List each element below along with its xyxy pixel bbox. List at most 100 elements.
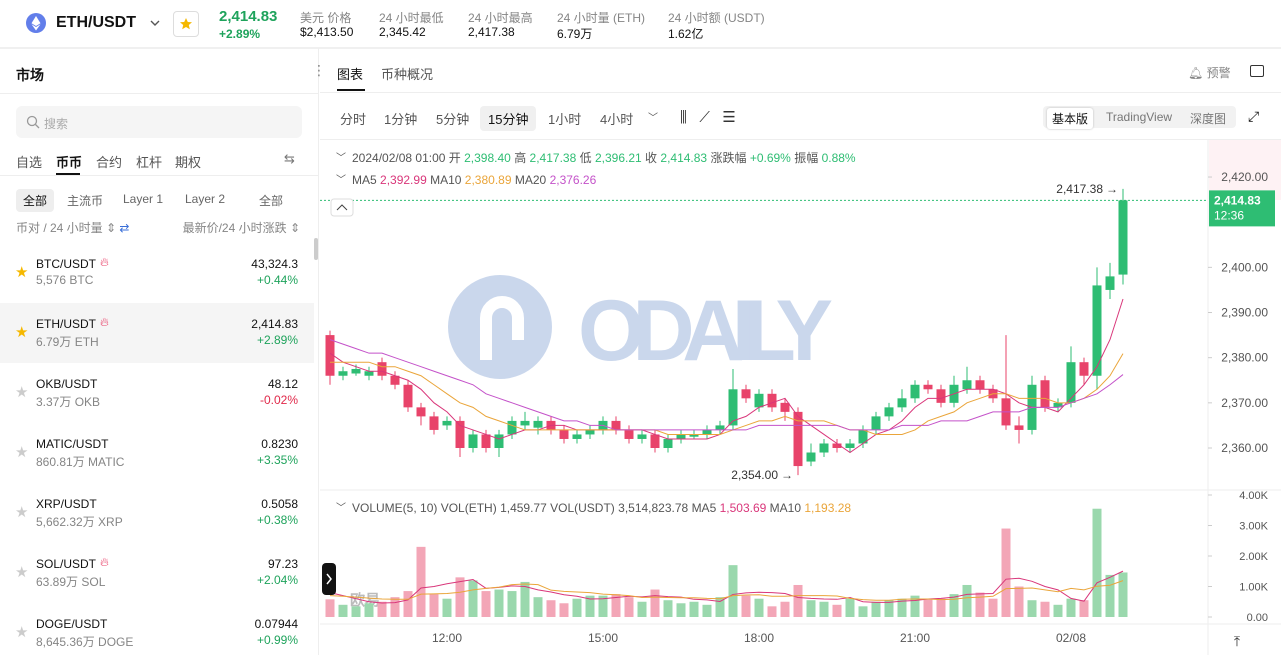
volume-bar <box>442 598 452 617</box>
market-row[interactable]: ★ SOL/USDT 🔥︎ 63.89万 SOL 97.23 +2.04% <box>0 543 314 603</box>
alert-label: 预警 <box>1206 66 1231 80</box>
last-price-label: 2,414.83 <box>1214 193 1261 207</box>
chart-type-icons[interactable]: ⫼ ⟋ ☰ <box>680 109 736 126</box>
filter-chip[interactable]: Layer 1 <box>123 192 164 206</box>
row-pair: BTC/USDT <box>36 257 96 271</box>
sort-right[interactable]: 最新价/24 小时涨跌 ⇕ <box>182 221 300 235</box>
volume-bar <box>637 601 647 617</box>
alert-button[interactable]: 🔔︎ 预警 <box>1188 66 1231 80</box>
volume-bar <box>559 603 569 617</box>
candle-body <box>468 434 478 448</box>
market-tab[interactable]: 期权 <box>175 155 202 170</box>
search-placeholder: 搜索 <box>44 117 69 131</box>
row-pair: DOGE/USDT <box>36 617 108 631</box>
volume-bar <box>988 598 998 617</box>
favorite-star[interactable]: ★ <box>15 324 29 341</box>
layout-icon[interactable] <box>1250 65 1264 77</box>
row-pair: MATIC/USDT <box>36 437 109 451</box>
search-box[interactable]: 搜索 <box>16 106 302 138</box>
market-tab[interactable]: 自选 <box>16 155 43 170</box>
volume-bar <box>546 600 556 617</box>
market-row[interactable]: ★ OKB/USDT 3.37万 OKB 48.12 -0.02% <box>0 363 314 423</box>
market-row[interactable]: ★ XRP/USDT 5,662.32万 XRP 0.5058 +0.38% <box>0 483 314 543</box>
interval-button[interactable]: 5分钟 <box>436 112 470 127</box>
candle-body <box>650 434 660 448</box>
favorite-star[interactable]: ★ <box>15 444 29 461</box>
fullscreen-icon[interactable]: ⤢ <box>1248 108 1260 124</box>
side-toggle <box>322 563 336 595</box>
interval-button[interactable]: 分时 <box>340 112 367 127</box>
chart-tab[interactable]: 币种概况 <box>381 67 434 82</box>
row-change: +3.35% <box>256 453 298 467</box>
volume-bar <box>338 604 348 617</box>
favorite-star[interactable]: ★ <box>15 264 29 281</box>
filter-chip[interactable]: 全部 <box>259 194 284 208</box>
candle-body <box>702 429 712 435</box>
row-change: -0.02% <box>259 393 298 407</box>
candle-body <box>1066 362 1076 403</box>
stat-label: 美元 价格 <box>300 11 352 25</box>
chart-tab[interactable]: 图表 <box>337 67 364 82</box>
vol-label: VOL(ETH) <box>441 501 497 515</box>
collapse-icon <box>336 204 348 211</box>
view-button[interactable]: 深度图 <box>1190 112 1227 126</box>
candle-body <box>585 429 595 435</box>
countdown-label: 12:36 <box>1214 208 1244 222</box>
view-button[interactable]: TradingView <box>1106 110 1173 124</box>
candle-body <box>884 407 894 417</box>
volume-bar <box>494 589 504 617</box>
interval-button[interactable]: 1分钟 <box>384 112 418 127</box>
interval-button[interactable]: 4小时 <box>600 112 634 127</box>
row-change: +2.04% <box>256 573 298 587</box>
candle-body <box>1105 276 1115 290</box>
market-tab[interactable]: 币币 <box>56 155 83 170</box>
volume-bar <box>663 600 673 617</box>
volume-bar <box>1014 586 1024 617</box>
favorite-star[interactable]: ★ <box>15 504 29 521</box>
volume-bar <box>364 603 374 617</box>
pair-title[interactable]: ETH/USDT <box>56 14 136 31</box>
favorite-star[interactable]: ★ <box>15 624 29 641</box>
market-row[interactable]: ★ ETH/USDT 🔥︎ 6.79万 ETH 2,414.83 +2.89% <box>0 303 314 363</box>
x-tick-label: 02/08 <box>1056 631 1086 645</box>
candle-body <box>611 420 621 430</box>
market-row[interactable]: ★ DOGE/USDT 8,645.36万 DOGE 0.07944 +0.99% <box>0 603 314 663</box>
volume-bar <box>377 601 387 617</box>
market-row[interactable]: ★ BTC/USDT 🔥︎ 5,576 BTC 43,324.3 +0.44% <box>0 243 314 303</box>
price-change: +2.89% <box>219 27 261 41</box>
info-value: +0.69% <box>750 151 791 165</box>
favorite-star[interactable]: ★ <box>15 384 29 401</box>
row-volume: 6.79万 ETH <box>36 335 99 349</box>
row-price: 97.23 <box>267 557 298 571</box>
market-tab[interactable]: 合约 <box>96 155 123 170</box>
volume-bar <box>845 598 855 617</box>
interval-caret[interactable]: ﹀ <box>648 113 658 124</box>
candle-body <box>845 443 855 448</box>
info-label: 低 <box>580 151 592 165</box>
filter-chip[interactable]: 主流币 <box>67 194 104 208</box>
last-price-tag <box>1209 190 1275 227</box>
collapse-handle[interactable]: ⋮ <box>312 62 326 78</box>
sort-left[interactable]: 币对 / 24 小时量 ⇕ ⇄ <box>16 221 130 235</box>
sort-right-label: 最新价/24 小时涨跌 <box>182 221 287 235</box>
filter-chip[interactable]: 全部 <box>16 189 55 212</box>
x-tick-label: 15:00 <box>588 631 618 645</box>
volume-ma-line <box>329 580 1124 601</box>
legend-caret: ﹀ <box>336 502 346 514</box>
swap-icon[interactable]: ⇆ <box>284 151 295 166</box>
interval-button[interactable]: 1小时 <box>548 112 582 127</box>
dropdown-caret[interactable] <box>149 17 161 29</box>
row-price: 43,324.3 <box>251 257 298 271</box>
row-change: +0.38% <box>256 513 298 527</box>
view-button[interactable]: 基本版 <box>1047 108 1094 129</box>
extreme-label: 2,417.38 <box>1056 182 1103 196</box>
market-row[interactable]: ★ MATIC/USDT 860.81万 MATIC 0.8230 +3.35% <box>0 423 314 483</box>
interval-button[interactable]: 15分钟 <box>480 106 537 131</box>
market-tab[interactable]: 杠杆 <box>136 155 163 170</box>
legend: MA5 2,392.99 MA10 2,380.89 MA20 2,376.26 <box>352 173 597 187</box>
filter-chip[interactable]: Layer 2 <box>185 192 226 206</box>
favorite-star[interactable]: ★ <box>15 564 29 581</box>
favorite-button[interactable] <box>173 11 199 37</box>
volume-bar <box>819 601 829 617</box>
volume-bar <box>598 595 608 617</box>
